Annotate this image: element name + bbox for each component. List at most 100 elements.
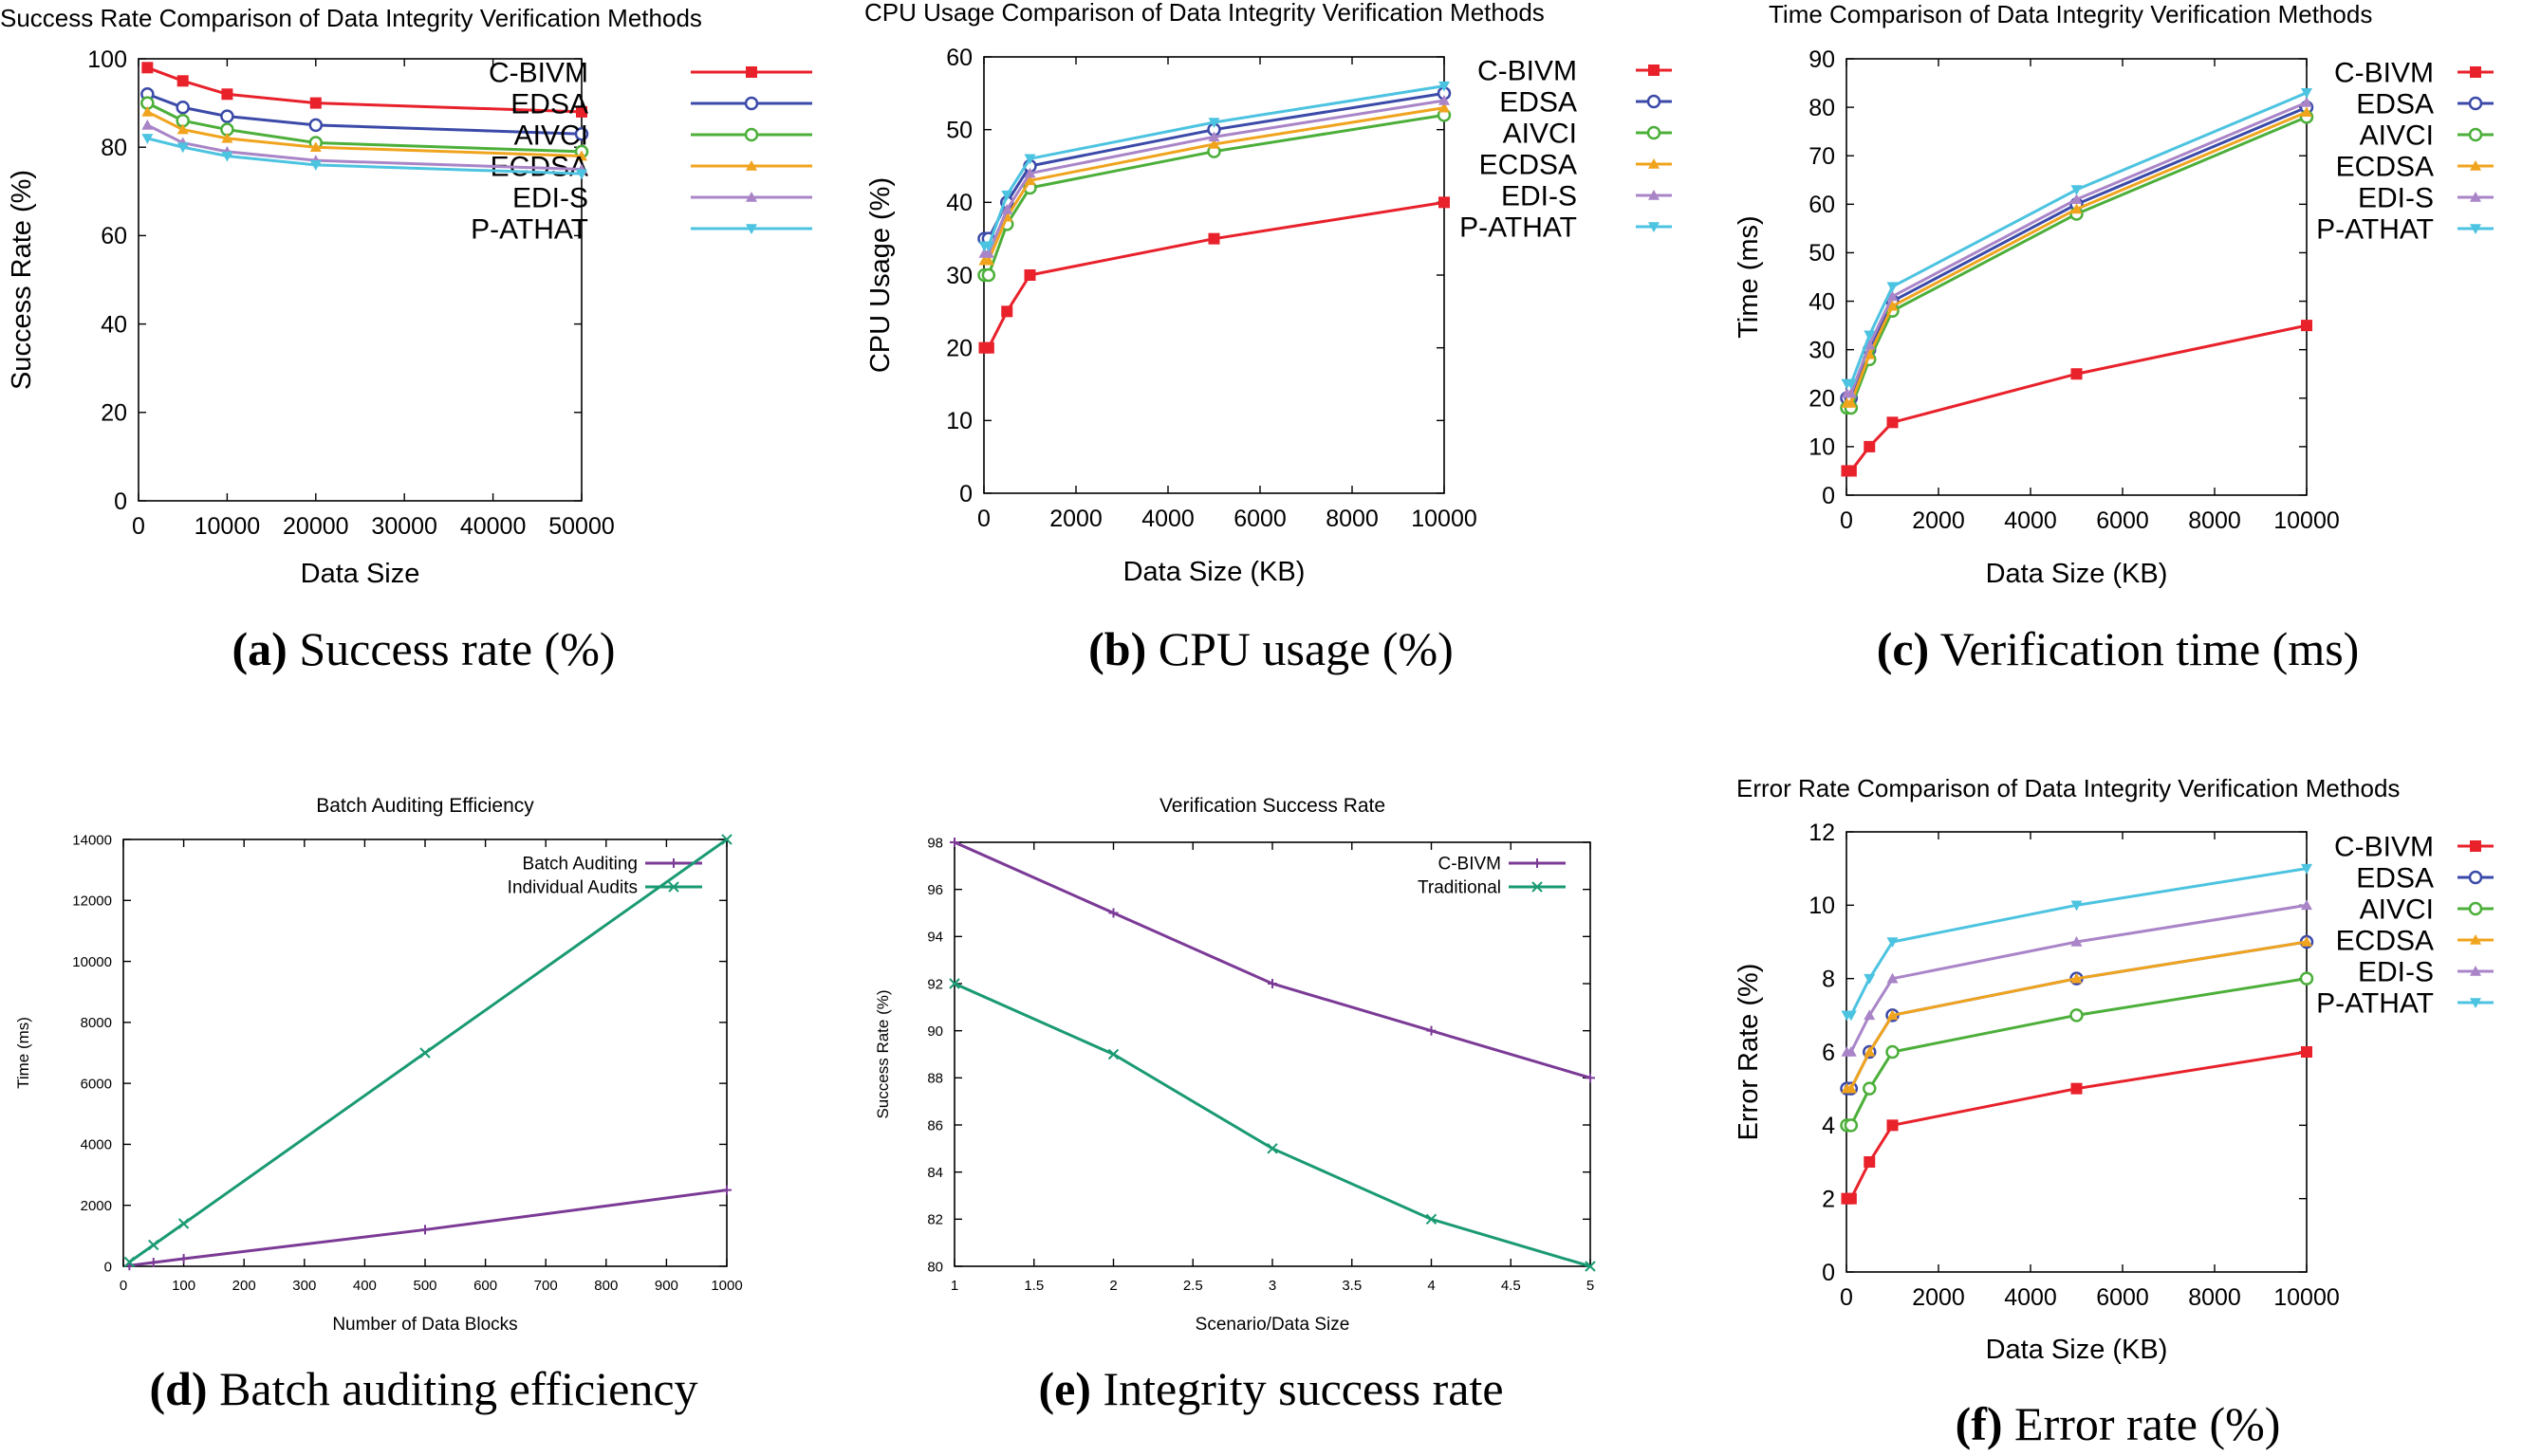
- data-point-edsa: [308, 118, 324, 133]
- data-point-edsa: [220, 109, 234, 123]
- data-point-p-athat: [141, 134, 154, 144]
- data-point-edi-s: [982, 248, 994, 258]
- x-tick-label: 20000: [283, 513, 349, 540]
- legend-label: EDSA: [1499, 87, 1577, 119]
- x-tick-label: 2000: [1912, 507, 1965, 534]
- y-tick-label: 0: [959, 481, 973, 507]
- series-line-aivci: [1846, 115, 2308, 410]
- legend-marker: [1531, 881, 1543, 893]
- y-tick-label: 50: [1808, 240, 1835, 267]
- data-point-c-bivm: [176, 75, 189, 87]
- data-point-edi-s: [1886, 290, 1899, 302]
- data-point-edi-s: [2070, 194, 2083, 205]
- data-point-c-bivm: [1268, 979, 1277, 988]
- data-point-individual audits: [419, 1047, 431, 1059]
- data-point-ecdsa: [1886, 300, 1899, 311]
- data-point-ecdsa: [982, 254, 994, 266]
- data-point-edi-s: [1845, 1046, 1857, 1057]
- data-point-ecdsa: [1845, 396, 1857, 408]
- legend-label: EDI-S: [2358, 183, 2434, 214]
- caption-letter: (e): [1038, 1362, 1091, 1415]
- data-point-individual audits: [177, 1218, 190, 1229]
- panel-d: Batch Auditing Efficiency 0 100 200 300 400 50…: [0, 740, 847, 1347]
- legend-label: EDI-S: [2358, 957, 2434, 988]
- data-point-edi-s: [141, 119, 154, 130]
- y-tick-label: 20: [946, 335, 973, 361]
- y-tick-label: 80: [1808, 95, 1835, 121]
- legend-label: C-BIVM: [489, 58, 588, 89]
- series-line-traditional: [954, 982, 1591, 1268]
- y-tick-label: 94: [927, 930, 943, 946]
- y-tick-label: 10: [946, 408, 973, 434]
- legend-label: EDSA: [2356, 89, 2434, 120]
- data-point-p-athat: [576, 169, 587, 180]
- x-tick-label: 500: [413, 1278, 436, 1294]
- x-tick-label: 10000: [1411, 506, 1477, 532]
- y-tick-label: 30: [946, 263, 973, 289]
- data-point-ecdsa: [309, 141, 322, 152]
- x-tick-label: 2000: [1049, 506, 1103, 532]
- y-axis-label: CPU Usage (%): [865, 177, 896, 373]
- chart-title: Time Comparison of Data Integrity Verifi…: [1769, 0, 2372, 28]
- data-point-aivci: [2299, 971, 2314, 986]
- y-tick-label: 100: [87, 46, 127, 73]
- legend-marker: [2468, 96, 2483, 111]
- data-point-c-bivm: [1864, 1156, 1876, 1168]
- data-point-batch auditing: [148, 1257, 158, 1267]
- data-point-ecdsa: [2301, 106, 2312, 118]
- data-point-c-bivm: [1001, 305, 1013, 318]
- y-tick-label: 8000: [81, 1015, 112, 1031]
- panel-c: Time Comparison of Data Integrity Verifi…: [1695, 0, 2541, 607]
- x-axis-label: Number of Data Blocks: [332, 1315, 517, 1335]
- series-line-c-bivm: [1846, 323, 2308, 472]
- data-point-c-bivm: [1024, 269, 1036, 281]
- y-tick-label: 0: [104, 1259, 112, 1275]
- x-tick-label: 10000: [2273, 507, 2340, 534]
- legend-marker: [2470, 224, 2481, 234]
- x-tick-label: 2: [1109, 1278, 1117, 1294]
- caption-text: Success rate (%): [287, 622, 616, 675]
- y-tick-label: 10: [1808, 434, 1835, 461]
- y-tick-label: 96: [927, 882, 943, 898]
- x-tick-label: 4000: [1141, 506, 1195, 532]
- x-tick-label: 4.5: [1501, 1278, 1521, 1294]
- data-point-batch auditing: [178, 1253, 189, 1263]
- panel-a: Success Rate Comparison of Data Integrit…: [0, 0, 847, 607]
- caption-a: (a) Success rate (%): [0, 621, 847, 676]
- x-tick-label: 300: [292, 1278, 316, 1294]
- data-point-c-bivm: [141, 62, 154, 74]
- data-point-c-bivm: [2070, 368, 2083, 380]
- x-axis-label: Data Size (KB): [1986, 1335, 2168, 1365]
- data-point-p-athat: [2301, 87, 2312, 99]
- caption-letter: (d): [149, 1362, 208, 1415]
- y-axis-label: Success Rate (%): [7, 170, 37, 390]
- legend-marker: [2470, 998, 2481, 1008]
- legend-label: C-BIVM: [2334, 832, 2434, 863]
- data-point-ecdsa: [1845, 1082, 1857, 1094]
- data-point-individual audits: [148, 1239, 159, 1251]
- plot-frame: [1845, 58, 2308, 496]
- legend-label: P-ATHAT: [2316, 214, 2434, 246]
- data-point-c-bivm: [1864, 440, 1876, 452]
- legend-label: ECDSA: [1479, 150, 1577, 181]
- data-point-c-bivm: [982, 341, 994, 354]
- data-point-aivci: [1885, 1044, 1900, 1060]
- x-tick-label: 900: [655, 1278, 678, 1294]
- data-point-c-bivm: [1208, 232, 1220, 245]
- y-tick-label: 70: [1808, 143, 1835, 170]
- legend-marker: [668, 881, 679, 893]
- x-tick-label: 700: [534, 1278, 558, 1294]
- legend-marker: [1532, 858, 1542, 868]
- data-point-ecdsa: [221, 132, 233, 143]
- x-tick-label: 50000: [548, 513, 615, 540]
- caption-letter: (c): [1876, 622, 1930, 675]
- caption-text: Batch auditing efficiency: [207, 1362, 698, 1415]
- x-tick-label: 6000: [2096, 1284, 2149, 1311]
- chart-error-rate: Error Rate Comparison of Data Integrity …: [1734, 774, 2494, 1365]
- y-axis-label: Time (ms): [1734, 215, 1764, 338]
- caption-f: (f) Error rate (%): [1695, 1396, 2541, 1451]
- legend-marker: [669, 858, 678, 868]
- plot-frame: [954, 841, 1591, 1267]
- legend-marker: [746, 192, 757, 202]
- chart-group: Time Comparison of Data Integrity Verifi…: [1734, 0, 2494, 589]
